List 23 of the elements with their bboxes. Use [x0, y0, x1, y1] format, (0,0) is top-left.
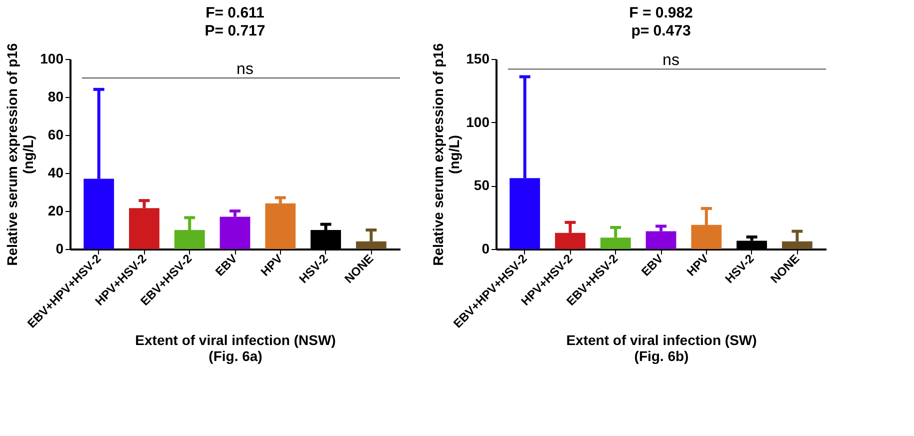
x-axis-title: Extent of viral infection (SW) (Fig. 6b) [566, 332, 757, 364]
chart-subtitle: p= 0.473 [631, 22, 691, 40]
y-tick-label: 150 [466, 50, 490, 66]
y-tick-label: 0 [56, 240, 64, 256]
y-tick-label: 0 [482, 240, 490, 256]
chart-title: F = 0.982 [629, 4, 693, 22]
ref-line-label: ns [662, 52, 680, 70]
y-tick-label: 40 [48, 164, 64, 180]
y-axis-title: Relative serum expression of p16 (ng/L) [4, 43, 36, 266]
y-tick-label: 50 [474, 177, 490, 194]
ref-line-label: ns [236, 61, 254, 78]
bar [646, 231, 676, 249]
x-axis-title: Extent of viral infection (NSW) (Fig. 6a) [135, 332, 336, 364]
y-tick-label: 100 [40, 50, 64, 66]
bar [220, 216, 250, 249]
y-tick-label: 80 [48, 88, 64, 104]
y-tick-label: 100 [466, 114, 490, 130]
bar [265, 203, 296, 249]
y-tick-label: 20 [48, 202, 64, 218]
y-tick-label: 60 [48, 126, 64, 142]
chart-title: F= 0.611 [206, 4, 264, 22]
y-axis-title: Relative serum expression of p16 (ng/L) [430, 43, 462, 266]
chart-subtitle: P= 0.717 [204, 22, 266, 40]
